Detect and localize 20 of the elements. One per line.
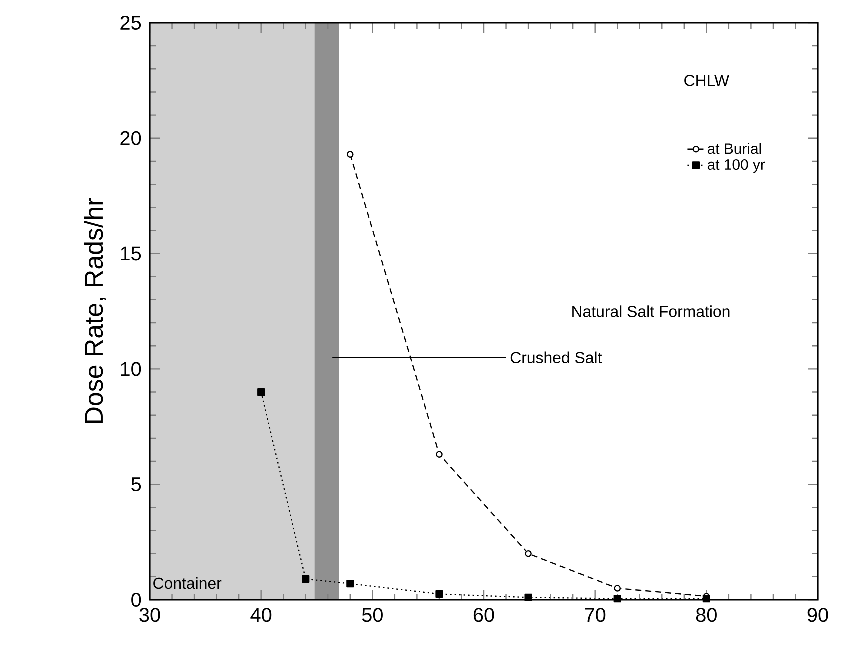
x-tick-label: 30 bbox=[140, 608, 160, 622]
x-tick-label: 70 bbox=[585, 608, 606, 622]
x-tick-label: 80 bbox=[696, 608, 717, 622]
band-label: Crushed Salt bbox=[510, 352, 602, 364]
y-tick-label: 15 bbox=[121, 246, 142, 261]
y-tick-label: 25 bbox=[120, 16, 142, 30]
y-tick-label: 10 bbox=[121, 362, 142, 376]
legend-label: at 100 yr bbox=[708, 159, 766, 174]
x-tick-label: 60 bbox=[474, 608, 494, 622]
annotation: CHLW bbox=[684, 75, 730, 86]
x-tick-label: 50 bbox=[362, 608, 383, 622]
y-tick-label: 5 bbox=[132, 478, 142, 492]
band-label: Container bbox=[154, 577, 222, 590]
y-tick-label: 0 bbox=[132, 592, 142, 608]
legend-label: at Burial bbox=[708, 143, 762, 154]
annotation: Natural Salt Formation bbox=[572, 306, 730, 318]
x-tick-label: 90 bbox=[808, 608, 828, 622]
x-tick-label: 40 bbox=[250, 608, 272, 622]
y-axis-title: Dose Rate, Rads/hr bbox=[84, 198, 106, 424]
y-tick-label: 20 bbox=[120, 131, 142, 146]
